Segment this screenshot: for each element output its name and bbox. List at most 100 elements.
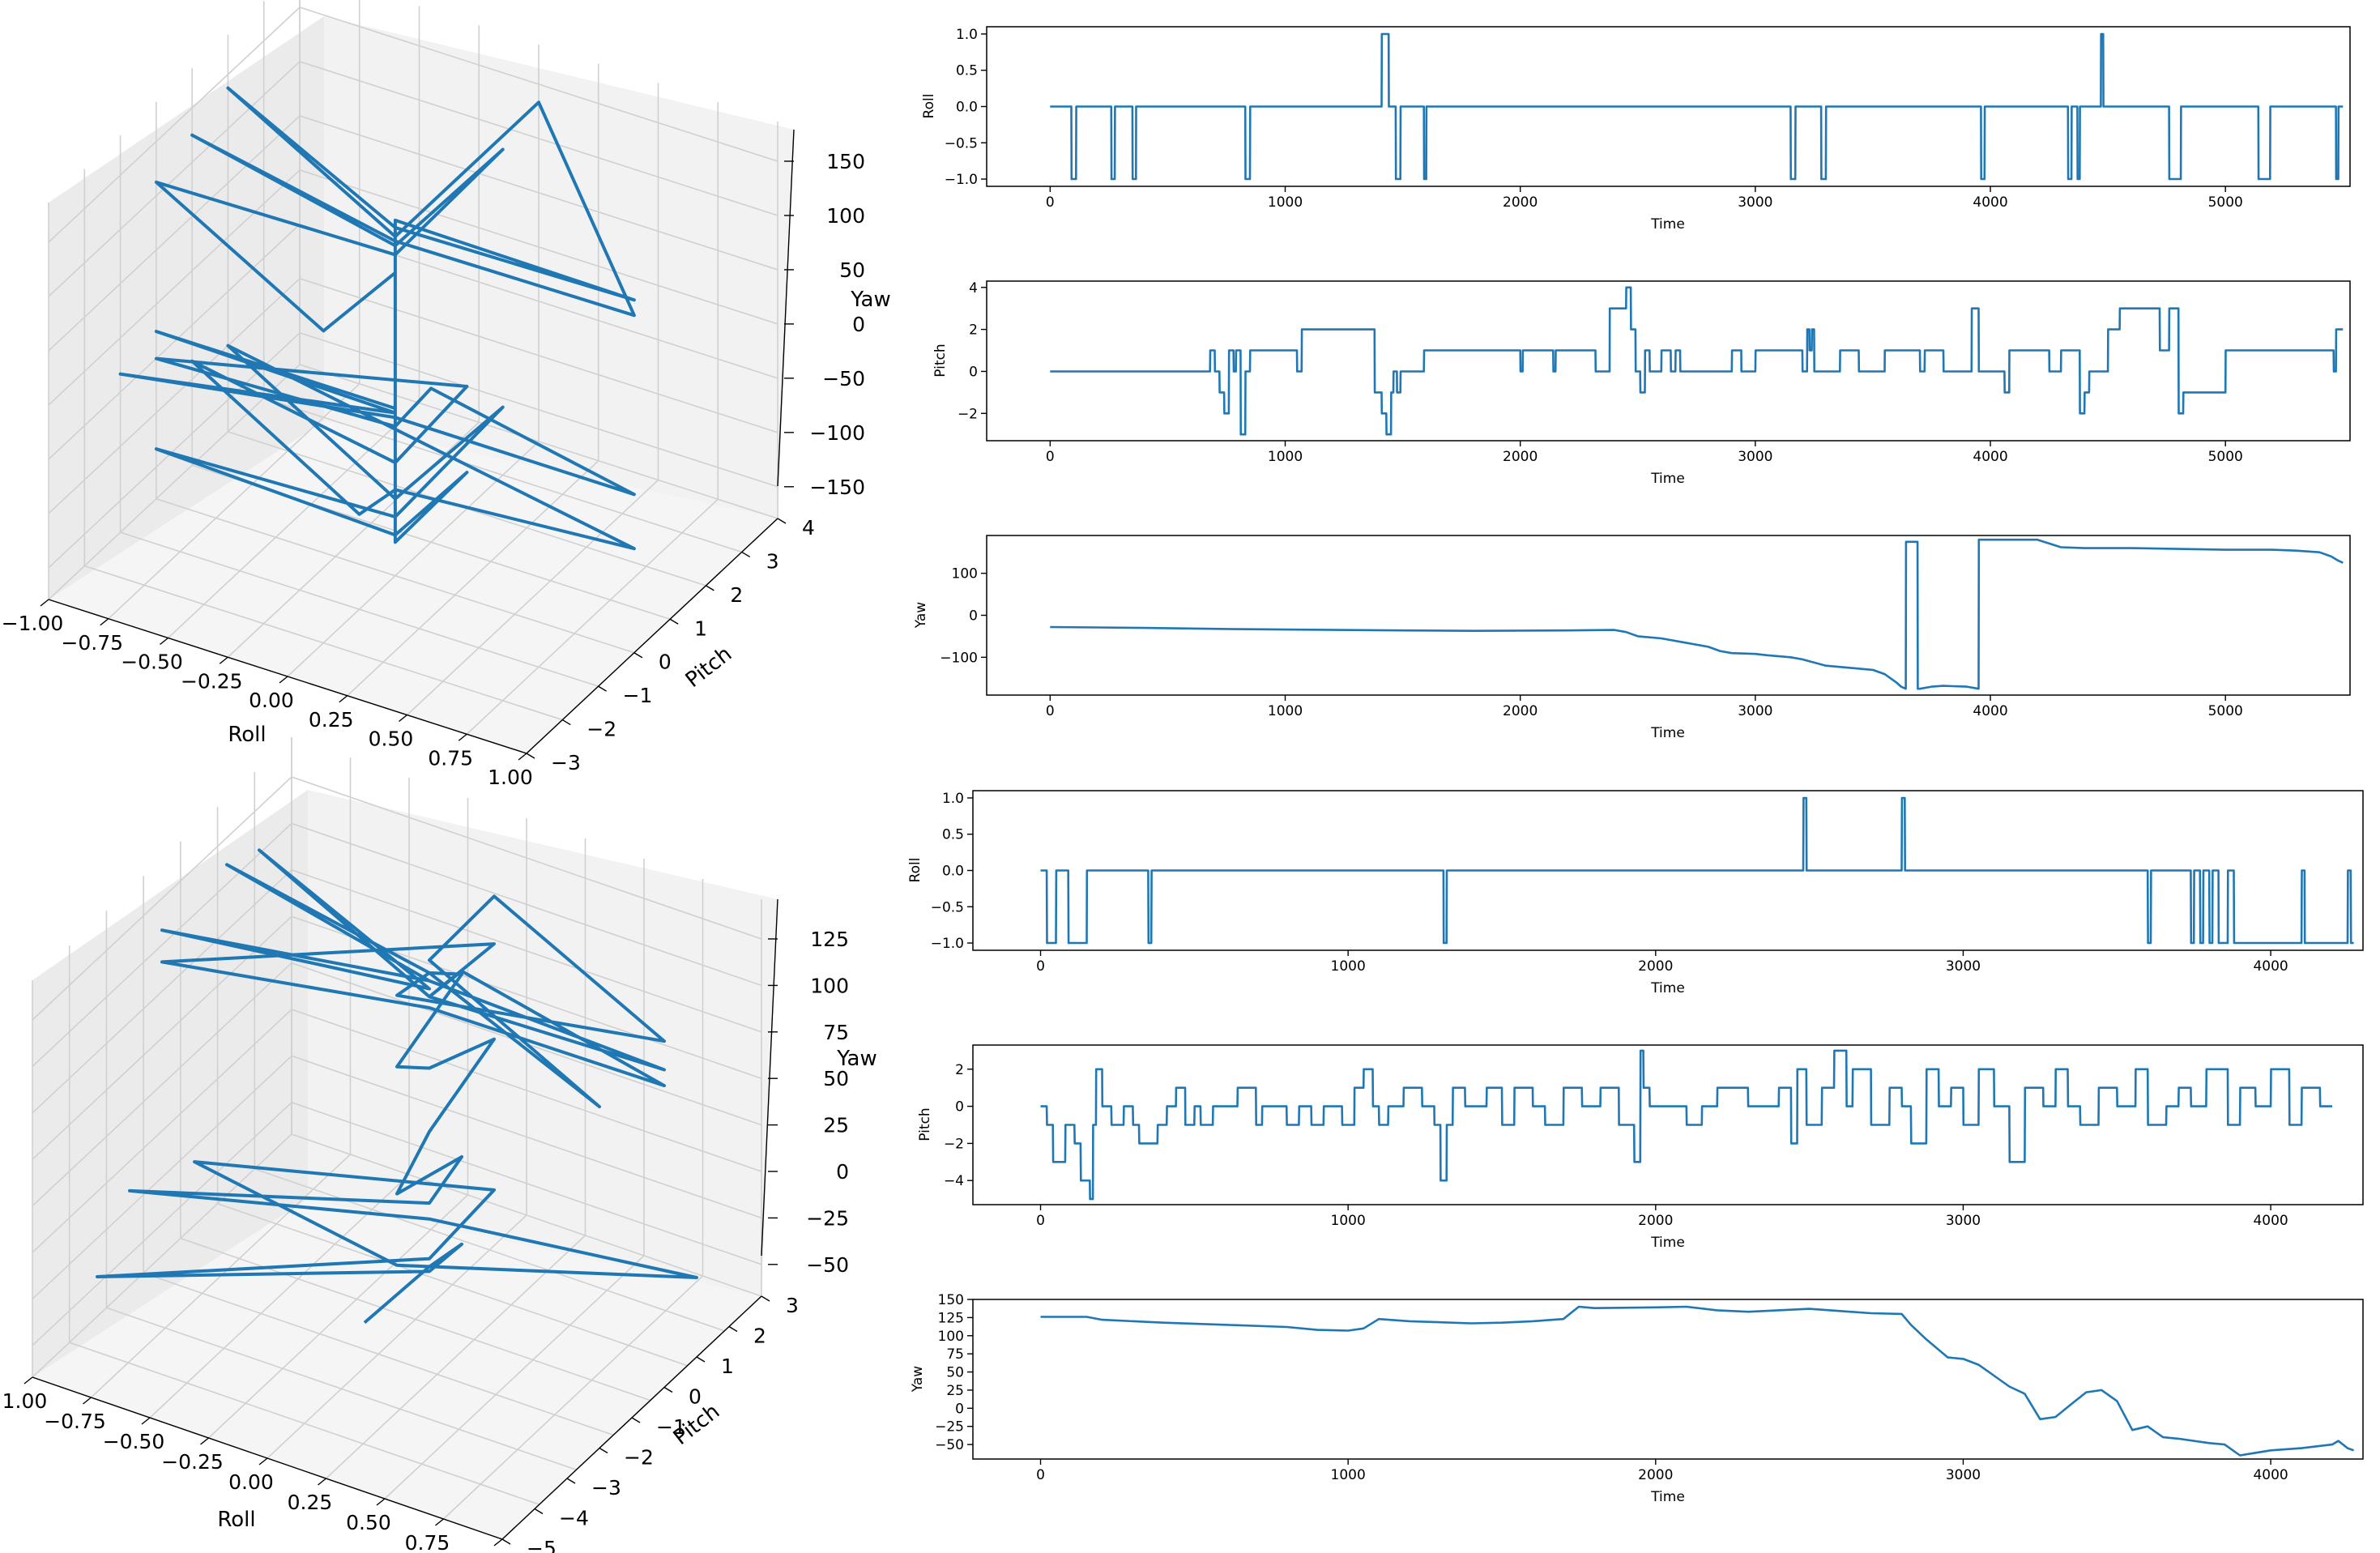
floor-grid-line	[207, 1194, 469, 1439]
x-tick-label: 3000	[1946, 1213, 1981, 1229]
x-tick-label: 3000	[1738, 703, 1772, 719]
roll-tick-mark	[399, 714, 407, 723]
x-ticks: 0 1000 2000 3000 4000 5000	[1046, 695, 2243, 719]
x-tick-label: 0	[1046, 194, 1055, 211]
series-line	[118, 86, 636, 551]
pitch-tick-label: 1	[721, 1355, 734, 1378]
floor-grid-line	[69, 1342, 540, 1505]
y-tick-label: 0.0	[942, 864, 964, 880]
plot-area	[972, 1299, 2364, 1460]
pitch-axis-label: Pitch	[681, 642, 736, 693]
side-grid-line	[48, 61, 301, 297]
floor-grid-line	[263, 397, 742, 553]
y-tick-label: 1.0	[942, 791, 964, 807]
y-tick-label: 0.5	[956, 63, 978, 79]
trajectory-line	[96, 848, 698, 1325]
y-tick-label: −0.5	[931, 899, 964, 915]
pitch-tick-mark	[598, 685, 607, 692]
pitch-tick-label: 0	[689, 1385, 702, 1409]
x-tick-label: 1000	[1331, 1213, 1366, 1229]
roll-tick-label: 0.25	[309, 708, 354, 732]
x-tick-label: 2000	[1638, 958, 1673, 975]
side-grid-line	[48, 6, 301, 243]
yaw-tick-label: −50	[822, 367, 865, 390]
pitch-tick-mark	[696, 1356, 706, 1363]
x-axis-label: Time	[1650, 1235, 1685, 1251]
pitch-tick-label: 3	[766, 549, 779, 573]
side-grid-line	[48, 169, 301, 406]
x-axis-label: Time	[1650, 1489, 1685, 1505]
y-tick-label: −25	[935, 1419, 964, 1436]
series-line	[1040, 796, 2354, 945]
x-axis-label: Time	[1650, 725, 1685, 741]
x-ticks: 0 1000 2000 3000 4000	[1036, 1459, 2288, 1483]
x-tick-label: 3000	[1946, 1467, 1981, 1483]
roll-series-line	[1050, 32, 2344, 181]
x-tick-label: 4000	[2253, 958, 2288, 975]
roll-series-line	[1040, 796, 2354, 945]
series-line	[1050, 32, 2344, 181]
y-axis-label: Roll	[921, 94, 937, 119]
floor-grid-line	[384, 1255, 645, 1500]
pitch-tick-label: −2	[624, 1446, 654, 1470]
y-tick-label: 4	[969, 280, 978, 297]
roll-tick-mark	[279, 676, 288, 684]
yaw-time-plot-1: 0 1000 2000 3000 4000 5000 −100 0 100 Time Yaw	[913, 535, 2351, 741]
pitch-tick-label: 4	[802, 516, 815, 540]
pitch-tick-mark	[561, 719, 571, 726]
back-grid-line	[291, 1102, 762, 1265]
y-tick-label: 125	[938, 1310, 964, 1326]
pitch-tick-label: 2	[753, 1325, 766, 1348]
roll-tick-mark	[318, 1478, 326, 1486]
floor-grid-line	[325, 1235, 586, 1479]
x-tick-label: 3000	[1946, 958, 1981, 975]
roll-tick-label: 0.25	[288, 1491, 333, 1514]
pitch-tick-mark	[706, 585, 714, 591]
roll-tick-label: −0.50	[121, 651, 183, 674]
yaw-tick-label: −100	[809, 421, 865, 445]
y-tick-label: 2	[955, 1062, 964, 1078]
yaw-series-line	[1050, 538, 2344, 690]
floor-pane	[32, 1199, 761, 1539]
yaw-ticks: −50 −25 0 25 50 75 100 125	[768, 928, 849, 1277]
x-axis-label: Time	[1650, 471, 1685, 487]
y-ticks: −100 0 100	[940, 566, 987, 666]
yaw-tick-label: 50	[839, 258, 865, 282]
pitch-time-plot-2: 0 1000 2000 3000 4000 −4 −2 0 2 Time Pitch	[917, 1044, 2364, 1251]
x-tick-label: 2000	[1503, 703, 1538, 719]
roll-tick-label: 0.50	[369, 727, 414, 751]
floor-grid-line	[84, 565, 563, 721]
pitch-tick-mark	[669, 618, 679, 625]
roll-tick-label: 1.00	[463, 1551, 509, 1553]
yaw-tick-label: 0	[836, 1160, 849, 1184]
pitch-tick-label: −5	[527, 1537, 557, 1553]
side-grid-line	[32, 1055, 292, 1299]
y-tick-label: 75	[946, 1346, 964, 1363]
series-line	[1040, 1305, 2355, 1457]
yaw-tick-label: 0	[852, 313, 865, 336]
pitch-tick-mark	[777, 518, 787, 524]
roll-tick-mark	[219, 656, 228, 664]
side-grid-line	[32, 869, 292, 1114]
y-tick-label: 50	[946, 1365, 964, 1381]
plot-area	[986, 535, 2351, 696]
roll-tick-mark	[200, 1437, 209, 1445]
floor-grid-line	[406, 479, 659, 716]
roll-tick-mark	[23, 1376, 33, 1384]
y-tick-label: −1.0	[945, 172, 978, 188]
y-tick-label: 0	[955, 1099, 964, 1116]
y-tick-label: −50	[935, 1437, 964, 1453]
x-tick-label: 4000	[2253, 1213, 2288, 1229]
y-tick-label: −2	[958, 406, 978, 422]
pitch-tick-label: 1	[694, 617, 707, 640]
floor-grid-line	[347, 460, 599, 697]
y-ticks: −1.0 −0.5 0.0 0.5 1.0	[931, 791, 973, 952]
roll-tick-label: −0.50	[103, 1430, 165, 1453]
floor-grid-line	[267, 1214, 527, 1459]
y-tick-label: 25	[946, 1383, 964, 1399]
roll-tick-mark	[258, 1457, 268, 1466]
roll-time-plot-1: 0 1000 2000 3000 4000 5000 −1.0−0.50.00.51.0 …	[921, 26, 2351, 233]
floor-grid-line	[466, 498, 719, 735]
pitch-tick-label: −1	[656, 1415, 686, 1439]
